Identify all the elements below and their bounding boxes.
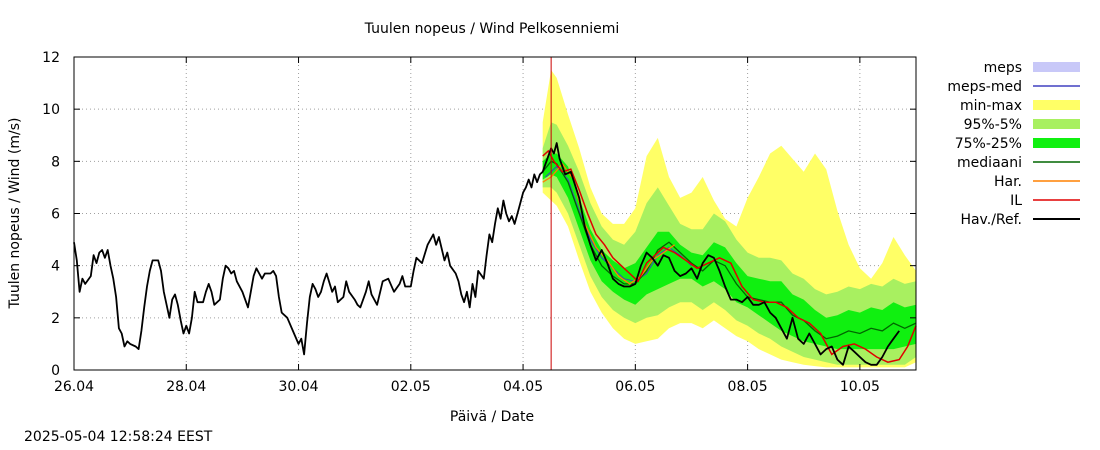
y-axis-label: Tuulen nopeus / Wind (m/s) <box>7 118 23 310</box>
legend-label-obs: Hav./Ref. <box>960 212 1022 228</box>
legend-label-p95_5: 95%-5% <box>964 117 1022 133</box>
legend-swatch-meps <box>1033 62 1080 72</box>
x-axis-label: Päivä / Date <box>450 409 534 425</box>
y-tick-label: 0 <box>51 363 60 379</box>
y-tick-label: 4 <box>51 259 60 275</box>
band-75-25 <box>542 153 916 350</box>
legend-label-har: Har. <box>994 174 1022 190</box>
legend-label-il: IL <box>1010 193 1022 209</box>
x-tick-labels: 26.04 28.04 30.04 02.05 04.05 06.05 08.05 10.05 <box>54 57 880 395</box>
timestamp: 2025-05-04 12:58:24 EEST <box>24 429 213 445</box>
y-tick-label: 2 <box>51 311 60 327</box>
x-tick-label: 10.05 <box>840 379 880 395</box>
legend-label-meps_med: meps-med <box>947 79 1022 95</box>
legend-swatch-minmax <box>1033 100 1080 110</box>
forecast-bands <box>542 70 916 368</box>
legend-swatch-p75_25 <box>1033 138 1080 148</box>
chart-title: Tuulen nopeus / Wind Pelkosenniemi <box>364 21 620 37</box>
x-tick-label: 02.05 <box>391 379 431 395</box>
band-95-5 <box>542 122 916 365</box>
y-tick-label: 6 <box>51 207 60 223</box>
legend-swatch-p95_5 <box>1033 119 1080 129</box>
legend-label-minmax: min-max <box>960 98 1022 114</box>
y-tick-label: 10 <box>42 102 60 118</box>
y-tick-label: 12 <box>42 50 60 66</box>
y-tick-label: 8 <box>51 154 60 170</box>
x-tick-label: 08.05 <box>728 379 768 395</box>
series-lines <box>73 142 917 366</box>
x-tick-label: 04.05 <box>503 379 543 395</box>
legend-label-median: mediaani <box>957 155 1022 171</box>
y-tick-labels: 0 2 4 6 8 10 12 <box>42 50 916 379</box>
line-observed <box>73 142 900 366</box>
legend: meps meps-med min-max 95%-5% 75%-25% mediaani… <box>947 60 1080 228</box>
x-tick-label: 06.05 <box>615 379 655 395</box>
x-tick-label: 28.04 <box>166 379 206 395</box>
x-tick-label: 30.04 <box>278 379 318 395</box>
legend-label-meps: meps <box>984 60 1022 76</box>
line-il <box>542 149 917 363</box>
legend-label-p75_25: 75%-25% <box>955 136 1022 152</box>
x-tick-label: 26.04 <box>54 379 94 395</box>
